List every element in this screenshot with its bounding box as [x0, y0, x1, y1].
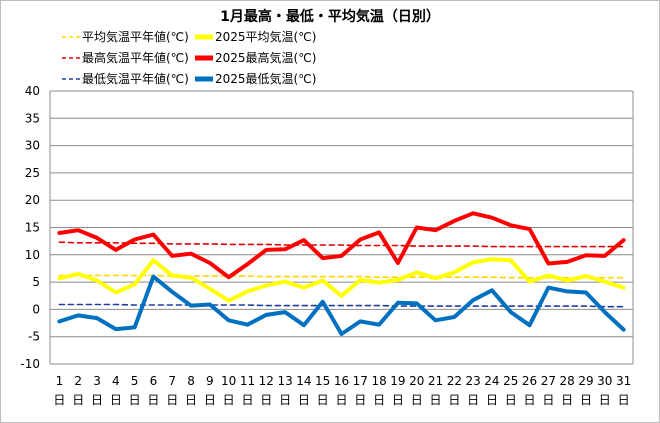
series-line	[58, 303, 625, 308]
x-tick-label: 4	[112, 374, 120, 388]
x-tick-label: 27	[541, 374, 556, 388]
x-tick-suffix: 日	[147, 393, 159, 407]
x-tick-label: 31	[616, 374, 631, 388]
y-axis: 40 35 30 25 20 15 10 5 0 -5 -10	[20, 84, 634, 371]
y-tick-label: 20	[25, 193, 40, 207]
x-tick-label: 5	[131, 374, 139, 388]
series-line	[57, 211, 626, 280]
x-axis: 1日2日3日4日5日6日7日8日9日10日11日12日13日14日15日16日1…	[53, 374, 631, 407]
x-tick-suffix: 日	[467, 393, 479, 407]
x-tick-suffix: 日	[354, 393, 366, 407]
series-line	[58, 241, 625, 248]
x-tick-label: 15	[315, 374, 330, 388]
x-tick-suffix: 日	[335, 393, 347, 407]
y-tick-label: 30	[25, 139, 40, 153]
x-tick-label: 11	[240, 374, 255, 388]
legend-label: 2025最高気温(℃)	[215, 50, 316, 65]
x-tick-suffix: 日	[204, 393, 216, 407]
x-tick-label: 1	[56, 374, 64, 388]
x-tick-suffix: 日	[430, 393, 442, 407]
x-tick-label: 24	[484, 374, 499, 388]
x-tick-label: 7	[168, 374, 176, 388]
y-tick-label: 40	[25, 84, 40, 98]
x-tick-suffix: 日	[599, 393, 611, 407]
x-tick-label: 23	[466, 374, 481, 388]
x-tick-suffix: 日	[53, 393, 65, 407]
x-tick-label: 29	[578, 374, 593, 388]
y-tick-label: 5	[32, 275, 40, 289]
x-tick-label: 12	[259, 374, 274, 388]
x-tick-label: 30	[597, 374, 612, 388]
gridlines	[50, 90, 633, 365]
x-tick-suffix: 日	[110, 393, 122, 407]
chart-title: 1月最高・最低・平均気温（日別）	[220, 8, 440, 25]
x-tick-suffix: 日	[411, 393, 423, 407]
x-tick-suffix: 日	[72, 393, 84, 407]
x-tick-label: 14	[296, 374, 311, 388]
x-tick-suffix: 日	[448, 393, 460, 407]
series-line	[57, 274, 626, 336]
x-tick-label: 17	[353, 374, 368, 388]
x-tick-suffix: 日	[505, 393, 517, 407]
x-tick-label: 26	[522, 374, 537, 388]
x-tick-label: 16	[334, 374, 349, 388]
y-tick-label: -10	[20, 357, 40, 371]
x-tick-label: 9	[206, 374, 214, 388]
series-line	[57, 257, 626, 303]
x-tick-label: 25	[503, 374, 518, 388]
x-tick-label: 18	[371, 374, 386, 388]
x-tick-suffix: 日	[580, 393, 592, 407]
x-tick-label: 13	[277, 374, 292, 388]
x-tick-suffix: 日	[486, 393, 498, 407]
x-tick-label: 10	[221, 374, 236, 388]
x-tick-suffix: 日	[129, 393, 141, 407]
x-tick-label: 21	[428, 374, 443, 388]
x-tick-suffix: 日	[542, 393, 554, 407]
x-tick-label: 19	[390, 374, 405, 388]
x-tick-label: 6	[150, 374, 158, 388]
x-tick-suffix: 日	[185, 393, 197, 407]
plot-area	[57, 211, 626, 336]
x-tick-suffix: 日	[561, 393, 573, 407]
y-tick-label: -5	[28, 330, 40, 344]
x-tick-suffix: 日	[166, 393, 178, 407]
x-tick-label: 22	[447, 374, 462, 388]
x-tick-label: 20	[409, 374, 424, 388]
x-tick-suffix: 日	[260, 393, 272, 407]
y-tick-label: 35	[25, 111, 40, 125]
legend: 平均気温平年値(℃) 2025平均気温(℃) 最高気温平年値(℃) 2025最高気温(…	[62, 29, 316, 86]
x-tick-suffix: 日	[392, 393, 404, 407]
x-tick-suffix: 日	[298, 393, 310, 407]
legend-label: 2025平均気温(℃)	[215, 29, 316, 44]
x-tick-suffix: 日	[241, 393, 253, 407]
x-tick-label: 8	[187, 374, 195, 388]
x-tick-suffix: 日	[317, 393, 329, 407]
y-tick-label: 0	[32, 302, 40, 316]
legend-label: 最高気温平年値(℃)	[82, 50, 189, 65]
x-tick-label: 2	[74, 374, 82, 388]
legend-label: 最低気温平年値(℃)	[82, 71, 189, 86]
legend-label: 平均気温平年値(℃)	[82, 29, 189, 44]
x-tick-label: 28	[560, 374, 575, 388]
y-tick-label: 10	[25, 248, 40, 262]
x-tick-suffix: 日	[524, 393, 536, 407]
x-tick-suffix: 日	[279, 393, 291, 407]
y-tick-label: 15	[25, 221, 40, 235]
x-tick-label: 3	[93, 374, 101, 388]
x-tick-suffix: 日	[91, 393, 103, 407]
x-tick-suffix: 日	[223, 393, 235, 407]
x-tick-suffix: 日	[618, 393, 630, 407]
legend-label: 2025最低気温(℃)	[215, 71, 316, 86]
x-tick-suffix: 日	[373, 393, 385, 407]
y-tick-label: 25	[25, 166, 40, 180]
